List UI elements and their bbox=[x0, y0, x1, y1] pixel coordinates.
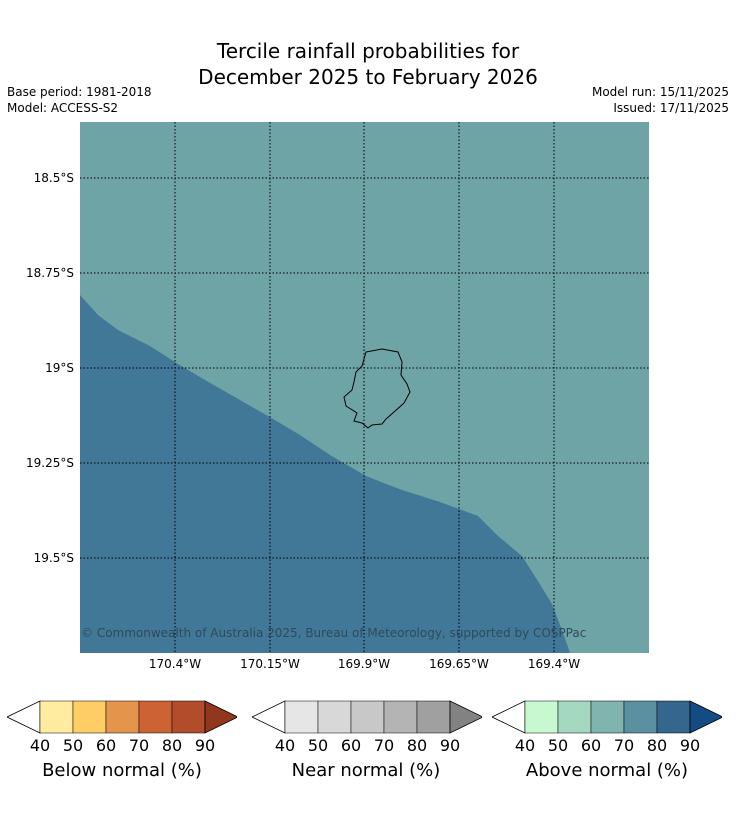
colorbar-below-tick: 70 bbox=[128, 736, 150, 755]
colorbar-near-tick: 70 bbox=[373, 736, 395, 755]
base-period: Base period: 1981-2018 bbox=[7, 85, 152, 99]
colorbar-near bbox=[252, 700, 482, 734]
legend-near-label: Near normal (%) bbox=[291, 760, 441, 781]
colorbar-above-tick: 50 bbox=[547, 736, 569, 755]
colorbar-near-under-arrow bbox=[252, 700, 286, 734]
legend-above-label: Above normal (%) bbox=[525, 760, 689, 781]
island-coastline bbox=[343, 348, 411, 429]
colorbar-below-segment-2 bbox=[72, 700, 107, 734]
colorbar-above-segment-4 bbox=[623, 700, 658, 734]
colorbar-near-tick: 60 bbox=[340, 736, 362, 755]
colorbar-near-tick: 90 bbox=[439, 736, 461, 755]
colorbar-near-tick: 80 bbox=[406, 736, 428, 755]
colorbar-below-over-arrow bbox=[204, 700, 237, 734]
colorbar-below-tick: 60 bbox=[95, 736, 117, 755]
colorbar-above-segment-3 bbox=[590, 700, 625, 734]
colorbar-near-segment-2 bbox=[317, 700, 352, 734]
colorbar-above-tick: 80 bbox=[646, 736, 668, 755]
meta-right: Model run: 15/11/2025 Issued: 17/11/2025 bbox=[592, 84, 729, 116]
lat-label-1: 18.5°S bbox=[33, 171, 74, 185]
lon-label-4: 169.65°W bbox=[429, 657, 489, 671]
lon-label-1: 170.4°W bbox=[148, 657, 202, 671]
colorbar-below-segment-3 bbox=[105, 700, 140, 734]
lon-label-5: 169.4°W bbox=[527, 657, 581, 671]
model-run: Model run: 15/11/2025 bbox=[591, 85, 729, 99]
colorbar-above-over-arrow bbox=[689, 700, 722, 734]
colorbar-near-segment-4 bbox=[383, 700, 418, 734]
copyright-credit: © Commonwealth of Australia 2025, Bureau… bbox=[81, 626, 587, 640]
colorbar-near-segment-3 bbox=[350, 700, 385, 734]
colorbar-below-segment-4 bbox=[138, 700, 173, 734]
colorbar-near-segment-5 bbox=[416, 700, 451, 734]
model-name: Model: ACCESS-S2 bbox=[7, 101, 119, 115]
colorbar-below-tick: 40 bbox=[29, 736, 51, 755]
colorbar-near-tick: 50 bbox=[307, 736, 329, 755]
title-line-2: December 2025 to February 2026 bbox=[198, 65, 538, 89]
meta-left: Base period: 1981-2018 Model: ACCESS-S2 bbox=[7, 84, 152, 116]
colorbar-near-tick: 40 bbox=[274, 736, 296, 755]
colorbar-below bbox=[7, 700, 237, 734]
lon-label-3: 169.9°W bbox=[337, 657, 391, 671]
colorbar-near-segment-1 bbox=[284, 700, 319, 734]
colorbar-above-tick: 40 bbox=[514, 736, 536, 755]
colorbar-below-tick: 90 bbox=[194, 736, 216, 755]
colorbar-below-segment-5 bbox=[171, 700, 206, 734]
issued-date: Issued: 17/11/2025 bbox=[613, 101, 729, 115]
colorbar-above-tick: 70 bbox=[613, 736, 635, 755]
title-line-1: Tercile rainfall probabilities for bbox=[216, 39, 520, 63]
lon-label-2: 170.15°W bbox=[240, 657, 300, 671]
colorbar-above-segment-1 bbox=[524, 700, 559, 734]
lat-label-4: 19.25°S bbox=[26, 456, 74, 470]
colorbar-below-under-arrow bbox=[7, 700, 41, 734]
lat-label-2: 18.75°S bbox=[26, 266, 74, 280]
colorbar-above-tick: 90 bbox=[679, 736, 701, 755]
colorbar-below-tick: 80 bbox=[161, 736, 183, 755]
colorbar-below-segment-1 bbox=[39, 700, 74, 734]
colorbar-above-under-arrow bbox=[492, 700, 526, 734]
lat-label-3: 19°S bbox=[45, 361, 74, 375]
lat-label-5: 19.5°S bbox=[33, 551, 74, 565]
colorbar-above-segment-5 bbox=[656, 700, 691, 734]
colorbar-near-over-arrow bbox=[449, 700, 482, 734]
colorbar-above-tick: 60 bbox=[580, 736, 602, 755]
colorbar-above bbox=[492, 700, 722, 734]
zone-above-80 bbox=[80, 295, 570, 653]
colorbar-above-segment-2 bbox=[557, 700, 592, 734]
map-title: Tercile rainfall probabilities for Decem… bbox=[0, 38, 736, 90]
colorbar-below-tick: 50 bbox=[62, 736, 84, 755]
graticule bbox=[80, 122, 649, 653]
legend-below-label: Below normal (%) bbox=[42, 760, 202, 781]
